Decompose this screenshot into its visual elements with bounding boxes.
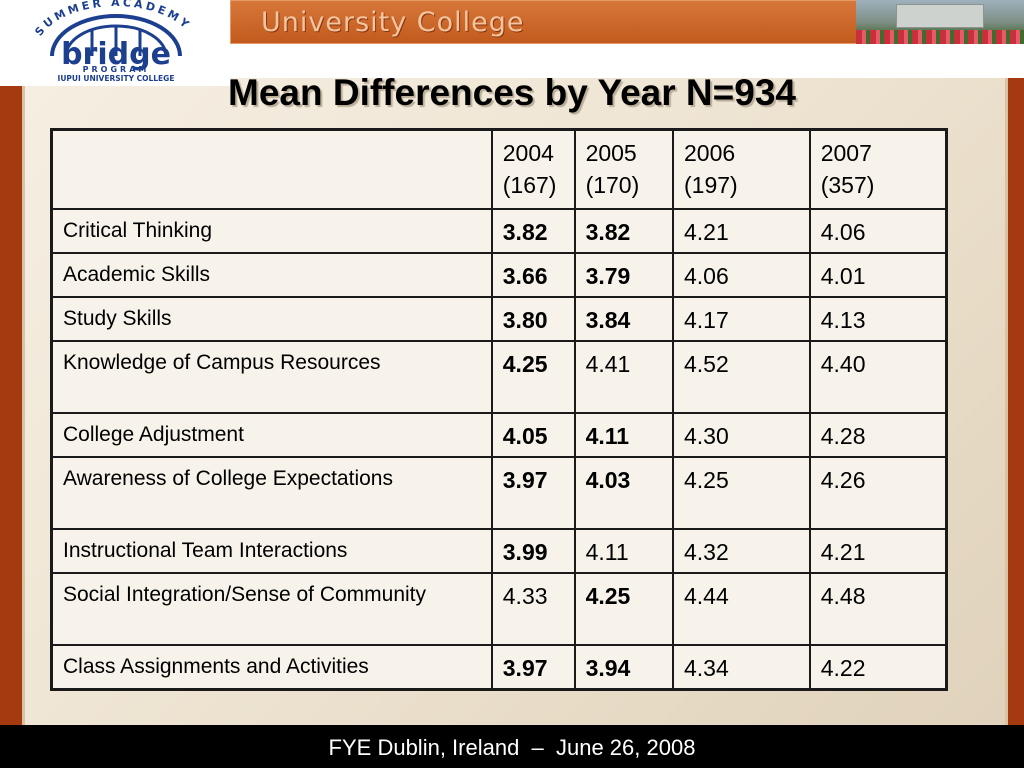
value-cell: 4.01 [808, 251, 948, 298]
banner-panel: University College [230, 0, 858, 44]
value-cell: 4.28 [808, 411, 948, 458]
header-label-cell [50, 128, 493, 210]
mean-differences-table: 2004 (167) 2005 (170) 2006 (197) 2007 (357) Crit… [50, 128, 948, 691]
value-cell: 4.34 [672, 643, 811, 690]
row-label: Social Integration/Sense of Community [50, 571, 493, 646]
row-label: Knowledge of Campus Resources [50, 339, 493, 414]
value-cell: 4.48 [808, 571, 948, 646]
table-row: Social Integration/Sense of Community 4.3… [50, 571, 948, 646]
value-cell: 3.82 [573, 207, 675, 254]
slide-title: Mean Differences by Year N=934 [228, 72, 796, 113]
value-cell: 3.66 [490, 251, 576, 298]
value-cell: 4.33 [490, 571, 576, 646]
row-label: Class Assignments and Activities [50, 643, 493, 690]
year-label: 2007 [820, 140, 872, 166]
value-cell: 3.94 [573, 643, 675, 690]
year-header-cell: 2007 (357) [808, 128, 948, 210]
table-row: Study Skills 3.80 3.84 4.17 4.13 [50, 295, 948, 342]
value-cell: 4.11 [573, 527, 675, 574]
value-cell: 4.44 [672, 571, 811, 646]
value-cell: 4.21 [672, 207, 811, 254]
value-cell: 4.13 [808, 295, 948, 342]
value-cell: 4.17 [672, 295, 811, 342]
value-cell: 4.22 [808, 643, 948, 690]
value-cell: 4.06 [808, 207, 948, 254]
year-count: (167) [502, 172, 557, 198]
header-strip [230, 44, 1024, 78]
campus-photo [856, 0, 1024, 44]
value-cell: 4.21 [808, 527, 948, 574]
banner-title: University College [261, 7, 525, 38]
value-cell: 4.11 [573, 411, 675, 458]
value-cell: 4.26 [808, 455, 948, 530]
footer-text: FYE Dublin, Ireland – June 26, 2008 [328, 735, 696, 760]
value-cell: 4.52 [672, 339, 811, 414]
table-body: 2004 (167) 2005 (170) 2006 (197) 2007 (357) Crit… [50, 128, 948, 690]
year-count: (170) [585, 172, 640, 198]
table-row: Academic Skills 3.66 3.79 4.06 4.01 [50, 251, 948, 298]
logo-word: bridge [61, 37, 171, 72]
row-label: Study Skills [50, 295, 493, 342]
year-header-cell: 2006 (197) [672, 128, 811, 210]
year-label: 2005 [585, 140, 637, 166]
table-row: College Adjustment 4.05 4.11 4.30 4.28 [50, 411, 948, 458]
logo-bottom: IUPUI UNIVERSITY COLLEGE [58, 74, 175, 83]
bridge-logo: SUMMER ACADEMY bridge PROGRAM IUPUI UNIV… [0, 0, 230, 86]
table-row: Knowledge of Campus Resources 4.25 4.41 4.5… [50, 339, 948, 414]
row-label: Academic Skills [50, 251, 493, 298]
row-label: Awareness of College Expectations [50, 455, 493, 530]
table-row: Awareness of College Expectations 3.97 4.0… [50, 455, 948, 530]
year-header-cell: 2005 (170) [573, 128, 675, 210]
row-label: Critical Thinking [50, 207, 493, 254]
value-cell: 4.30 [672, 411, 811, 458]
value-cell: 4.25 [672, 455, 811, 530]
value-cell: 3.84 [573, 295, 675, 342]
logo-sub: PROGRAM [83, 65, 150, 74]
value-cell: 4.32 [672, 527, 811, 574]
value-cell: 4.25 [573, 571, 675, 646]
value-cell: 3.97 [490, 643, 576, 690]
bridge-logo-icon: SUMMER ACADEMY bridge PROGRAM IUPUI UNIV… [32, 0, 190, 83]
value-cell: 3.79 [573, 251, 675, 298]
value-cell: 4.03 [573, 455, 675, 530]
year-count: (357) [820, 172, 875, 198]
year-label: 2006 [684, 140, 736, 166]
row-label: Instructional Team Interactions [50, 527, 493, 574]
table-row: Instructional Team Interactions 3.99 4.11 4… [50, 527, 948, 574]
year-header-cell: 2004 (167) [490, 128, 576, 210]
table-row: Class Assignments and Activities 3.97 3.94… [50, 643, 948, 690]
table-row: Critical Thinking 3.82 3.82 4.21 4.06 [50, 207, 948, 254]
footer-bar: FYE Dublin, Ireland – June 26, 2008 [0, 725, 1024, 768]
value-cell: 3.99 [490, 527, 576, 574]
value-cell: 4.40 [808, 339, 948, 414]
photo-building [896, 4, 984, 28]
year-count: (197) [684, 172, 738, 198]
value-cell: 4.25 [490, 339, 576, 414]
value-cell: 4.05 [490, 411, 576, 458]
photo-flowers [856, 30, 1024, 44]
row-label: College Adjustment [50, 411, 493, 458]
value-cell: 3.97 [490, 455, 576, 530]
value-cell: 4.06 [672, 251, 811, 298]
value-cell: 4.41 [573, 339, 675, 414]
year-label: 2004 [502, 140, 554, 166]
value-cell: 3.80 [490, 295, 576, 342]
value-cell: 3.82 [490, 207, 576, 254]
header-row: 2004 (167) 2005 (170) 2006 (197) 2007 (357) [50, 128, 948, 210]
